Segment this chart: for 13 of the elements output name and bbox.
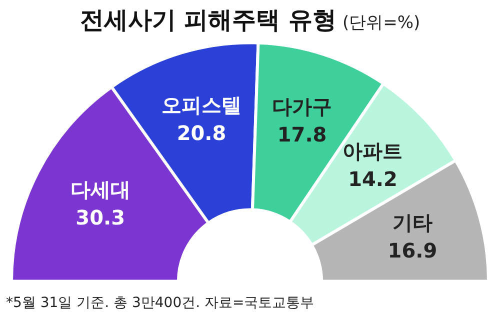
slice-label: 다세대 — [70, 177, 130, 202]
slice-label: 기타 — [392, 210, 432, 234]
chart-subtitle: (단위=%) — [342, 13, 420, 33]
slice-label: 오피스텔 — [162, 93, 242, 118]
slice-label: 아파트 — [342, 139, 403, 164]
data-label: 17.8 — [277, 122, 327, 146]
chart-title: 전세사기 피해주택 유형 — [80, 6, 337, 34]
data-label: 20.8 — [176, 121, 226, 146]
data-label: 30.3 — [76, 205, 126, 230]
data-label: 16.9 — [388, 238, 438, 262]
slice-label: 다가구 — [272, 94, 332, 118]
data-label: 14.2 — [348, 167, 398, 192]
text: *5월 31일 기준. 총 3만400건. 자료=국토교통부 — [6, 294, 314, 312]
